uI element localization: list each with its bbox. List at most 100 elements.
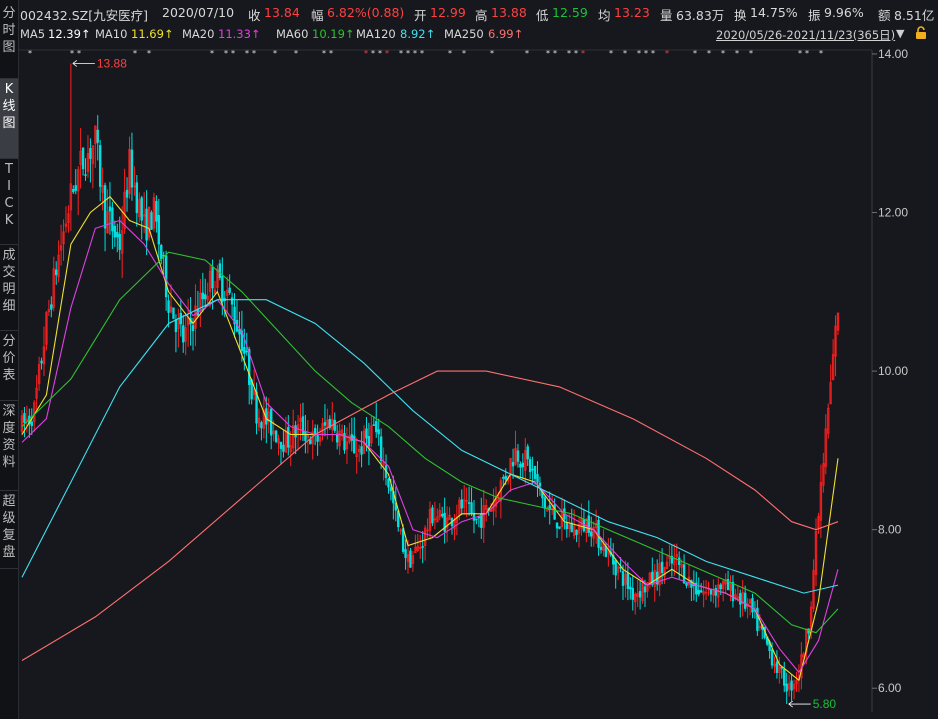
candle-body	[734, 594, 737, 598]
candle-body	[445, 517, 449, 529]
candle-body	[111, 207, 114, 232]
candle-body	[328, 419, 332, 428]
tab-7[interactable]: 超级复盘	[0, 491, 18, 569]
low-annotation: 5.80	[813, 697, 837, 711]
candle-body	[184, 327, 187, 342]
candle-body	[206, 295, 209, 301]
y-tick-label: 12.00	[878, 206, 908, 220]
event-star-marker: *	[210, 49, 214, 58]
candle-body	[558, 526, 561, 529]
event-star-marker: *	[28, 49, 32, 58]
event-star-marker: *	[364, 49, 368, 58]
candle-body	[751, 598, 754, 613]
candle-body	[35, 387, 38, 399]
candle-body	[543, 497, 547, 509]
candle-body	[572, 525, 576, 537]
quote-info-bar: 002432.SZ[九安医疗] 2020/07/10 收 13.84 幅 6.8…	[20, 3, 938, 23]
candle-body	[594, 523, 598, 529]
lock-icon[interactable]	[914, 26, 928, 40]
candle-body	[331, 418, 334, 430]
candle-body	[191, 325, 195, 332]
candle-body	[646, 582, 649, 592]
ma-legend-value: 11.33↑	[218, 27, 261, 41]
candle-body	[118, 233, 121, 250]
event-star-marker: *	[644, 49, 648, 58]
event-star-marker: *	[70, 49, 74, 58]
candle-body	[142, 214, 146, 217]
candle-body	[577, 524, 581, 534]
event-star-marker: *	[252, 49, 256, 58]
candle-body	[533, 465, 537, 479]
event-star-marker: *	[651, 49, 655, 58]
ma-line-ma250	[21, 370, 839, 661]
candle-body	[663, 567, 666, 577]
candle-body	[62, 231, 65, 245]
candle-body	[318, 437, 322, 442]
candle-body	[465, 499, 468, 502]
candle-body	[404, 549, 407, 558]
candle-body	[565, 522, 569, 530]
candle-body	[519, 463, 522, 468]
candle-body	[216, 268, 219, 289]
event-star-marker: *	[224, 49, 228, 58]
ma-legend-value: 12.39↑	[48, 27, 91, 41]
candle-body	[709, 589, 713, 595]
candle-body	[824, 428, 827, 467]
tab-6[interactable]: 深度资料	[0, 401, 18, 491]
candle-body	[291, 425, 295, 449]
candle-body	[299, 418, 302, 422]
candle-body	[23, 413, 26, 423]
candle-body	[304, 430, 307, 441]
candle-body	[238, 328, 241, 335]
candle-body	[438, 510, 441, 517]
candle-body	[521, 462, 525, 468]
candle-body	[338, 430, 341, 447]
candle-body	[169, 306, 173, 313]
candle-body	[685, 582, 688, 586]
y-tick-label: 14.00	[878, 47, 908, 61]
candle-body	[69, 183, 73, 211]
event-star-marker: *	[553, 49, 557, 58]
turnover-label: 换	[734, 8, 747, 23]
candle-body	[120, 230, 124, 254]
y-tick-label: 6.00	[878, 681, 902, 695]
volume-value: 63.83万	[676, 8, 725, 23]
date-range-selector[interactable]: 2020/05/26-2021/11/23(365日)	[716, 28, 896, 42]
candle-body	[553, 504, 556, 520]
turnover-value: 14.75%	[750, 5, 798, 20]
event-star-marker: *	[546, 49, 550, 58]
avg-label: 均	[598, 8, 611, 23]
candle-body	[511, 461, 515, 467]
candle-body	[326, 419, 329, 428]
candle-body	[37, 364, 41, 385]
event-star-marker: *	[294, 49, 298, 58]
tab-4[interactable]: 成交明细	[0, 245, 18, 331]
event-star-marker: *	[231, 49, 235, 58]
candle-body	[421, 546, 424, 548]
amplitude-label: 振	[808, 8, 821, 23]
candle-body	[370, 425, 373, 444]
candle-body	[504, 475, 507, 480]
candle-body	[436, 516, 439, 523]
tab-5[interactable]: 分价表	[0, 331, 18, 401]
candle-body	[211, 266, 214, 289]
candle-body	[443, 512, 446, 532]
candle-body	[668, 556, 671, 559]
event-star-marker: *	[371, 49, 375, 58]
candle-body	[416, 545, 419, 551]
candle-body	[94, 125, 97, 144]
chevron-down-icon[interactable]: ▼	[896, 27, 905, 40]
event-star-marker: *	[637, 49, 641, 58]
candle-body	[526, 446, 529, 460]
candle-body	[514, 448, 517, 465]
candle-body	[152, 197, 156, 229]
tab-1[interactable]: 分时图	[0, 3, 18, 79]
close-value: 13.84	[264, 5, 300, 20]
candle-body	[819, 482, 823, 521]
candle-body	[52, 268, 55, 308]
candle-body	[260, 422, 263, 429]
candle-body	[590, 531, 593, 537]
